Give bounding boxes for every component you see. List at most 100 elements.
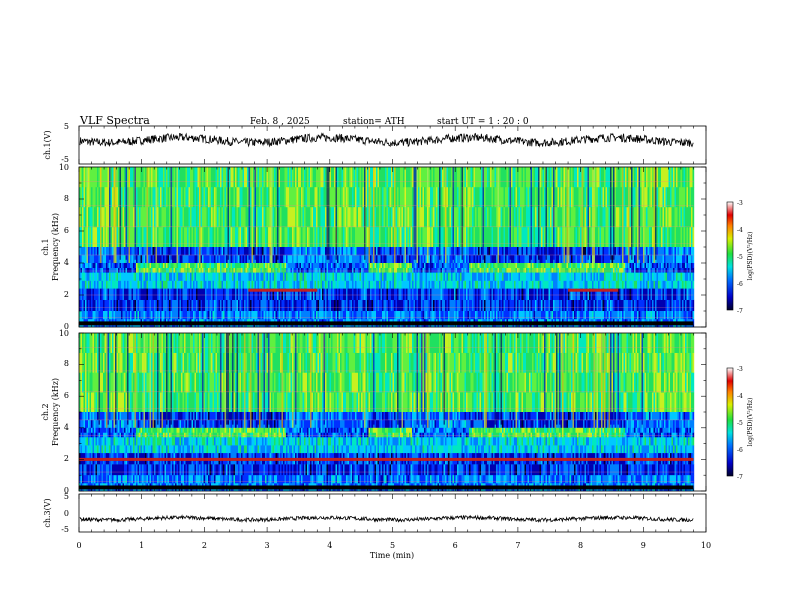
spec1-cell (169, 167, 171, 188)
spec1-cell (554, 255, 557, 264)
spec1-cell (437, 311, 440, 320)
spec1-cell (418, 247, 420, 256)
spec1-cell (499, 267, 501, 273)
spec1-cell (461, 288, 464, 300)
spec1-cell (314, 187, 317, 208)
spec1-cell (536, 167, 539, 188)
spec1-cell (184, 247, 186, 256)
spec1-cell (233, 272, 236, 281)
spec1-cell (128, 167, 131, 188)
spec1-cell (256, 280, 258, 289)
spec1-cell (226, 299, 228, 312)
spec1-cell (509, 267, 512, 273)
spec1-cell (89, 167, 92, 188)
spec1-cell (503, 255, 506, 264)
spec1-cell (79, 247, 81, 256)
spec1-cell (247, 207, 249, 228)
spec1-cell (431, 267, 434, 273)
spec1-cell (128, 263, 131, 268)
spec1-cell (181, 167, 183, 188)
spec1-cell (122, 263, 125, 268)
spec1-cell (91, 255, 93, 264)
spec1-cell (527, 247, 530, 256)
spec1-cell (559, 311, 561, 320)
spec1-cell (148, 280, 150, 289)
spec1-cell (143, 187, 146, 208)
spec1-cell (220, 247, 222, 256)
spec1-cell (121, 247, 123, 256)
spec1-cell (484, 267, 486, 273)
spec1-cell (280, 299, 282, 312)
spec1-cell (506, 299, 509, 312)
spec1-cell (146, 272, 149, 281)
spec1-cell (569, 288, 572, 300)
spec1-cell (355, 207, 357, 228)
spec1-cell (442, 207, 444, 228)
spec1-cell (115, 227, 117, 248)
spec1-cell (239, 263, 242, 268)
spec1-cell (181, 263, 183, 268)
spec1-cell (173, 187, 176, 208)
spec1-cell (515, 167, 518, 188)
spec1-cell (121, 255, 123, 264)
spec1-cell (230, 280, 233, 289)
spec1-cell (478, 311, 480, 320)
spec1-cell (181, 247, 183, 256)
spec1-cell (448, 263, 450, 268)
spec1-cell (185, 267, 188, 273)
spec1-cell (295, 311, 297, 320)
spec1-cell (499, 247, 501, 256)
spec1-cell (194, 263, 197, 268)
spec1-cell (269, 267, 272, 273)
spec1-cell (556, 263, 558, 268)
spec1-cell (241, 227, 243, 248)
spec1-cell (95, 288, 98, 300)
spec1-cell (527, 207, 530, 228)
spec1-cell (502, 299, 504, 312)
spec1-cell (92, 288, 95, 300)
spec1-cell (362, 311, 365, 320)
spec1-cell (466, 299, 468, 312)
spec1-cell (269, 167, 272, 188)
spec1-cell (530, 280, 533, 289)
spec1-cell (491, 207, 494, 228)
spec1-cell (343, 272, 345, 281)
spec1-cell (335, 263, 338, 268)
spec1-cell (205, 288, 207, 300)
spec1-cell (167, 167, 170, 188)
spec1-cell (467, 267, 470, 273)
spec1-cell (338, 255, 341, 264)
spec1-cell (358, 311, 360, 320)
spec1-cell (541, 280, 543, 289)
spec1-cell (535, 187, 537, 208)
spec1-burst (364, 167, 366, 260)
spec1-cell (107, 207, 110, 228)
spec1-cell (557, 267, 560, 273)
spec1-cell (133, 288, 135, 300)
spec1-cell (589, 311, 591, 320)
spec1-cell (193, 247, 195, 256)
spec1-cell (445, 263, 447, 268)
spec1-cell (442, 267, 444, 273)
spec1-cell (97, 272, 99, 281)
spec1-cell (473, 280, 476, 289)
spec1-cell (346, 280, 348, 289)
spec1-cell (430, 267, 432, 273)
spec1-cell (307, 207, 309, 228)
spec1-cell (542, 280, 545, 289)
spec1-cell (449, 299, 452, 312)
spec1-cell (592, 187, 594, 208)
spec1-cell (422, 272, 425, 281)
spec1-cell (404, 280, 407, 289)
spec1-cell (244, 267, 246, 273)
spec1-cell (458, 299, 461, 312)
spec1-cell (517, 267, 519, 273)
spec1-cell (173, 255, 176, 264)
spec1-cell (164, 280, 167, 289)
spec1-cell (379, 299, 381, 312)
spec1-cell (427, 247, 429, 256)
spec1-cell (298, 207, 300, 228)
spec1-cell (238, 227, 240, 248)
spec1-cell (523, 207, 525, 228)
spec1-cell (409, 288, 411, 300)
